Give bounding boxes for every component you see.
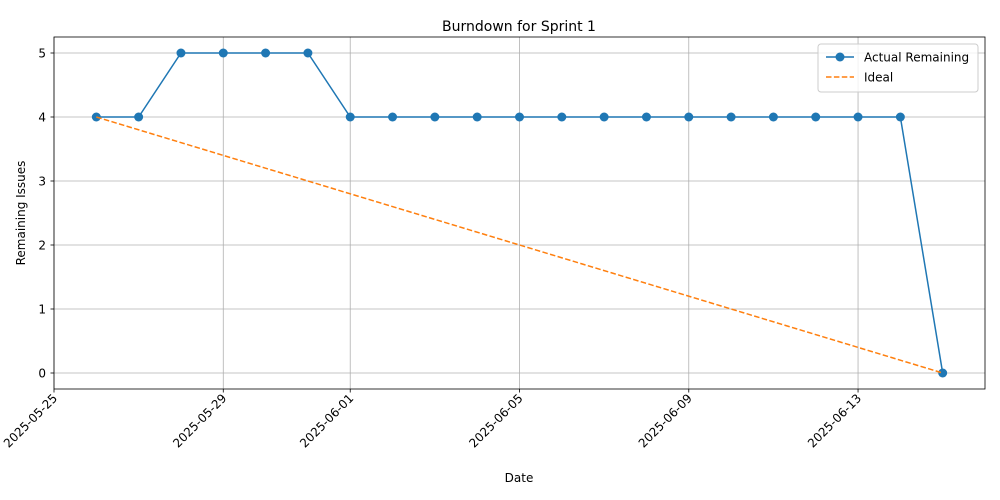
- data-point: [134, 112, 144, 122]
- data-point: [388, 112, 398, 122]
- legend: Actual Remaining Ideal: [817, 43, 979, 93]
- series-layer: [91, 48, 948, 378]
- data-point: [472, 112, 482, 122]
- data-point: [811, 112, 821, 122]
- data-point: [515, 112, 524, 122]
- y-tick-label: 3: [38, 175, 46, 189]
- y-axis-label: Remaining Issues: [14, 161, 28, 266]
- y-tick-label: 4: [38, 111, 46, 125]
- data-point: [599, 112, 609, 122]
- data-point: [176, 48, 186, 58]
- x-axis-label: Date: [505, 471, 534, 485]
- data-point: [768, 112, 778, 122]
- y-tick-label: 0: [38, 367, 46, 381]
- data-point: [938, 368, 948, 378]
- data-point: [726, 112, 736, 122]
- data-point: [303, 48, 313, 58]
- series-line-ideal: [96, 116, 943, 374]
- legend-box: [817, 43, 979, 93]
- data-point: [345, 112, 355, 122]
- y-tick-label: 1: [38, 303, 46, 317]
- y-tick-label: 5: [38, 47, 46, 61]
- data-point: [430, 112, 440, 122]
- data-point: [641, 112, 651, 122]
- data-point: [853, 112, 863, 122]
- chart-title: Burndown for Sprint 1: [442, 19, 596, 35]
- legend-marker: [835, 52, 845, 62]
- data-point: [895, 112, 905, 122]
- data-point: [684, 112, 694, 122]
- data-point: [91, 112, 101, 122]
- data-point: [261, 48, 271, 58]
- legend-label: Actual Remaining: [864, 51, 969, 65]
- y-tick-label: 2: [38, 239, 46, 253]
- data-point: [557, 112, 567, 122]
- legend-label: Ideal: [864, 71, 893, 85]
- data-point: [218, 48, 228, 58]
